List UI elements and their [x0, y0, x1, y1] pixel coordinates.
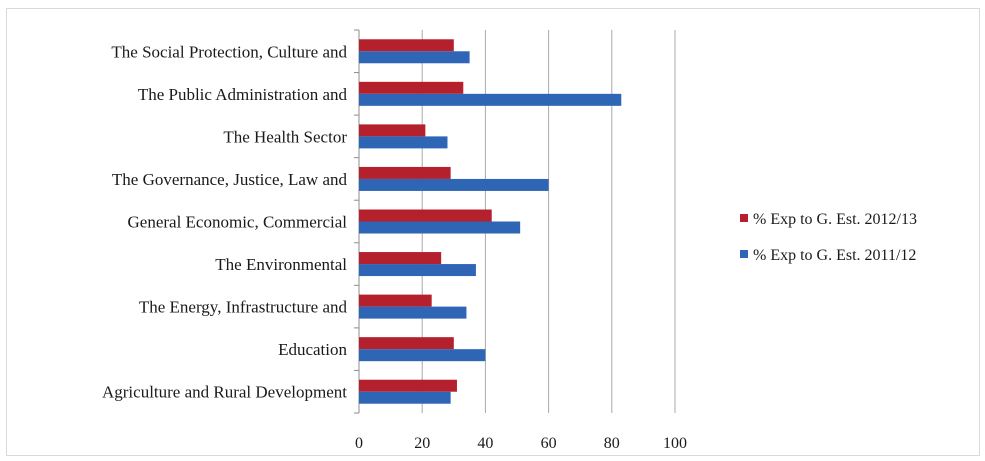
category-label-1: Education: [278, 340, 347, 359]
bar-series1-8: [359, 51, 470, 64]
bar-series1-0: [359, 391, 451, 404]
bar-series1-6: [359, 136, 448, 149]
bar-series0-2: [359, 294, 432, 307]
x-tick-label-0: 0: [355, 435, 363, 452]
bar-series1-1: [359, 349, 486, 362]
bar-series1-2: [359, 306, 467, 319]
bar-series0-3: [359, 252, 442, 265]
bar-series0-0: [359, 379, 457, 392]
category-label-4: General Economic, Commercial: [128, 213, 348, 232]
bar-series1-3: [359, 264, 476, 277]
bar-series0-4: [359, 209, 492, 222]
bar-series0-1: [359, 337, 454, 350]
legend-label-1: % Exp to G. Est. 2011/12: [753, 247, 916, 264]
x-tick-label-5: 100: [663, 435, 687, 452]
category-label-5: The Governance, Justice, Law and: [112, 170, 348, 189]
legend-swatch-1: [740, 250, 748, 258]
bar-series0-5: [359, 166, 451, 179]
x-tick-label-2: 40: [477, 435, 493, 452]
x-tick-label-4: 80: [604, 435, 620, 452]
category-label-3: The Environmental: [215, 255, 347, 274]
category-label-7: The Public Administration and: [138, 85, 348, 104]
bar-series0-7: [359, 81, 464, 94]
legend-label-0: % Exp to G. Est. 2012/13: [753, 211, 917, 228]
category-label-6: The Health Sector: [223, 127, 347, 146]
x-tick-label-3: 60: [541, 435, 557, 452]
bar-series1-7: [359, 93, 622, 106]
bar-series0-6: [359, 124, 426, 137]
bar-series0-8: [359, 39, 454, 52]
bar-series1-5: [359, 178, 549, 191]
x-tick-label-1: 20: [414, 435, 430, 452]
bar-series1-4: [359, 221, 521, 234]
category-label-0: Agriculture and Rural Development: [102, 383, 347, 402]
category-label-2: The Energy, Infrastructure and: [139, 298, 348, 317]
category-label-8: The Social Protection, Culture and: [111, 42, 347, 61]
legend-swatch-0: [740, 214, 748, 222]
